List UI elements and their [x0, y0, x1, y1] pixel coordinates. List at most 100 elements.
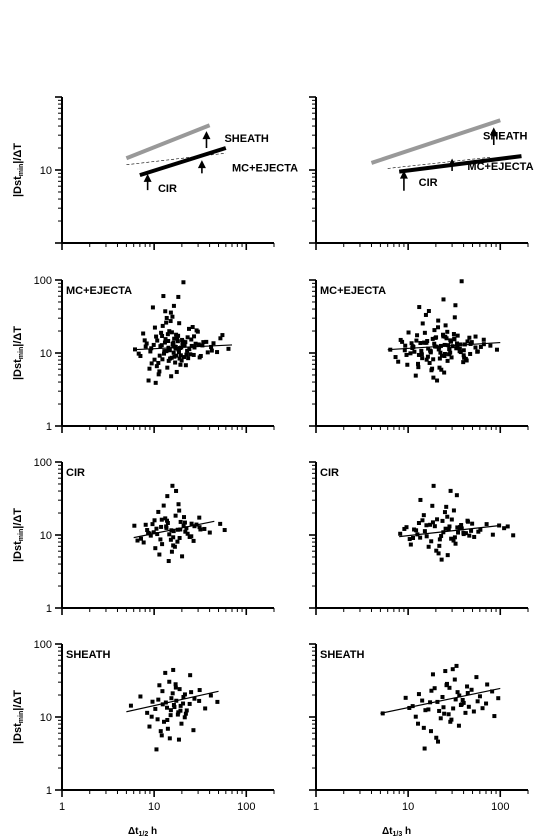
data-point — [168, 708, 173, 713]
data-point — [458, 524, 463, 529]
data-point — [178, 527, 183, 532]
data-point — [171, 703, 176, 708]
data-point — [218, 336, 223, 341]
data-point — [182, 515, 187, 520]
data-point — [437, 708, 442, 713]
data-point — [435, 517, 440, 522]
series-annotation: MC+EJECTA — [232, 163, 298, 175]
data-point — [188, 352, 193, 357]
data-point — [171, 529, 176, 534]
data-point — [422, 330, 427, 335]
data-point — [169, 374, 174, 379]
data-point — [166, 559, 171, 564]
data-point — [421, 725, 426, 730]
data-point — [396, 359, 401, 364]
data-point — [459, 279, 464, 284]
data-point — [412, 349, 417, 354]
data-point — [158, 537, 163, 542]
data-point — [172, 354, 177, 359]
data-point — [502, 526, 507, 531]
data-point — [443, 334, 448, 339]
panel-3-1: 1 10 100 SHEATH — [309, 643, 529, 813]
y-tick-label: 10 — [40, 348, 52, 360]
data-point — [461, 700, 466, 705]
data-point — [492, 714, 497, 719]
data-point — [198, 527, 203, 532]
data-point — [177, 687, 182, 692]
arrow-head — [143, 173, 152, 182]
data-point — [173, 360, 178, 365]
data-point — [437, 345, 442, 350]
data-point — [453, 303, 458, 308]
series-line — [398, 154, 522, 174]
data-point — [153, 706, 158, 711]
data-point — [165, 494, 170, 499]
data-point — [181, 280, 186, 285]
data-point — [172, 336, 177, 341]
data-point — [154, 526, 159, 531]
data-point — [423, 312, 428, 317]
panel-1-1: MC+EJECTA — [309, 279, 529, 433]
data-point — [178, 353, 183, 358]
data-point — [422, 746, 427, 751]
data-point — [438, 716, 443, 721]
data-point — [436, 739, 441, 744]
data-point — [458, 342, 463, 347]
data-point — [416, 721, 421, 726]
data-point — [171, 350, 176, 355]
data-point — [434, 735, 439, 740]
data-point — [402, 348, 407, 353]
data-point — [443, 323, 448, 328]
data-point — [446, 343, 451, 348]
data-point — [445, 553, 450, 558]
data-point — [511, 533, 516, 538]
arrow-head — [202, 131, 211, 140]
fit-line — [380, 687, 501, 714]
data-point — [170, 691, 175, 696]
data-point — [485, 682, 490, 687]
data-point — [449, 355, 454, 360]
data-point — [435, 378, 440, 383]
data-point — [431, 357, 436, 362]
data-point — [432, 686, 437, 691]
data-point — [149, 361, 154, 366]
data-point — [163, 516, 168, 521]
data-point — [160, 689, 165, 694]
data-point — [437, 543, 442, 548]
data-point — [496, 696, 501, 701]
data-point — [398, 337, 403, 342]
data-point — [178, 362, 183, 367]
data-point — [182, 343, 187, 348]
data-point — [150, 522, 155, 527]
data-point — [416, 352, 421, 357]
data-point — [452, 336, 457, 341]
data-point — [415, 333, 420, 338]
data-point — [155, 338, 160, 343]
data-point — [197, 688, 202, 693]
data-point — [175, 339, 180, 344]
data-point — [413, 714, 418, 719]
arrow-head — [399, 170, 408, 179]
data-point — [169, 330, 174, 335]
data-point — [461, 348, 466, 353]
data-point — [406, 330, 411, 335]
data-point — [408, 542, 413, 547]
data-point — [470, 521, 475, 526]
data-point — [452, 677, 457, 682]
data-point — [208, 693, 213, 698]
data-point — [187, 347, 192, 352]
data-point — [178, 703, 183, 708]
data-point — [418, 535, 423, 540]
data-point — [173, 344, 178, 349]
series-line — [125, 123, 211, 161]
data-point — [147, 366, 152, 371]
data-point — [412, 527, 417, 532]
data-point — [193, 341, 198, 346]
panel-title: CIR — [320, 467, 339, 479]
data-point — [152, 325, 157, 330]
data-point — [468, 351, 473, 356]
data-point — [203, 706, 208, 711]
data-point — [476, 529, 481, 534]
data-point — [159, 517, 164, 522]
data-point — [160, 702, 165, 707]
